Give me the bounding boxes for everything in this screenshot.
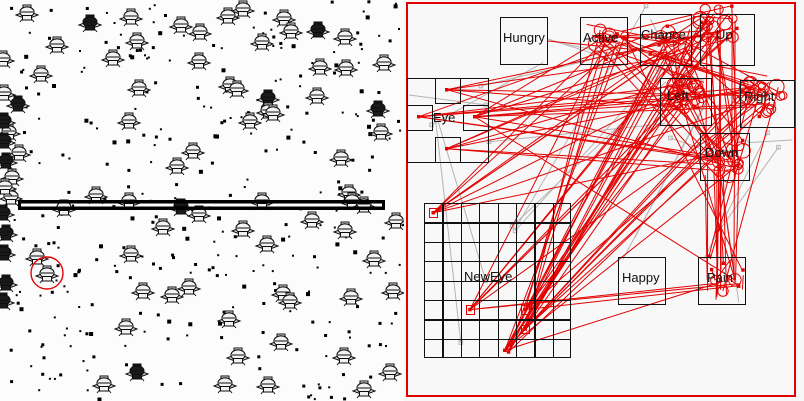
network-node-label-eye: Eye: [433, 110, 456, 125]
network-node-label-down: Down: [705, 145, 739, 160]
network-node-label-neweye: NewEye: [464, 269, 513, 284]
network-node-label-chance: Chance: [641, 27, 686, 42]
neweye-active-cell-2[interactable]: [521, 305, 531, 315]
network-node-label-active: Active: [583, 30, 619, 45]
network-node-label-hungry: Hungry: [503, 30, 545, 45]
eye-receptor-cell-2[interactable]: [463, 105, 489, 131]
neweye-gridline-horizontal: [424, 261, 571, 263]
neweye-gridline-horizontal: [424, 222, 571, 224]
neweye-active-cell-3[interactable]: [521, 324, 531, 335]
particle-layer: [1, 0, 404, 401]
network-node-happy[interactable]: [618, 257, 666, 305]
eye-receptor-cell-1[interactable]: [407, 105, 433, 131]
neweye-active-cell-1[interactable]: [465, 305, 476, 315]
network-node-right[interactable]: [740, 80, 795, 128]
network-node-down[interactable]: [700, 133, 750, 181]
agent-layer: [0, 0, 404, 399]
network-node-label-pain: Pain: [707, 270, 734, 285]
neweye-gridline-horizontal: [424, 338, 571, 340]
network-node-active[interactable]: [580, 17, 628, 65]
neural-network-panel[interactable]: Hungry Active Chance Up Left Right Down Happy Pa…: [406, 0, 804, 401]
network-node-label-left: Left: [667, 88, 689, 103]
eye-receptor-cell-3[interactable]: [435, 137, 461, 163]
network-node-hungry[interactable]: [500, 17, 548, 65]
synapse-markers: [417, 3, 788, 354]
network-node-label-happy: Happy: [622, 270, 660, 285]
network-canvas[interactable]: [406, 0, 804, 401]
network-node-up[interactable]: [700, 14, 755, 66]
neweye-gridline-horizontal: [424, 319, 571, 321]
network-node-chance[interactable]: [640, 14, 692, 66]
eye-receptor-cell-0[interactable]: [435, 78, 461, 104]
platform-bar-layer: [18, 200, 385, 210]
simulation-canvas[interactable]: [0, 0, 404, 401]
network-node-pain[interactable]: [698, 257, 746, 305]
network-node-label-right: Right: [744, 89, 775, 104]
neweye-gridline-horizontal: [424, 299, 571, 302]
neweye-gridline-horizontal: [424, 241, 571, 244]
simulation-world-panel[interactable]: [0, 0, 404, 401]
network-node-label-up: Up: [716, 27, 733, 42]
selected-agent-highlight[interactable]: [30, 256, 64, 290]
neweye-gridline-horizontal: [424, 280, 571, 282]
neweye-active-cell-0[interactable]: [429, 208, 439, 219]
network-node-left[interactable]: [660, 78, 712, 126]
